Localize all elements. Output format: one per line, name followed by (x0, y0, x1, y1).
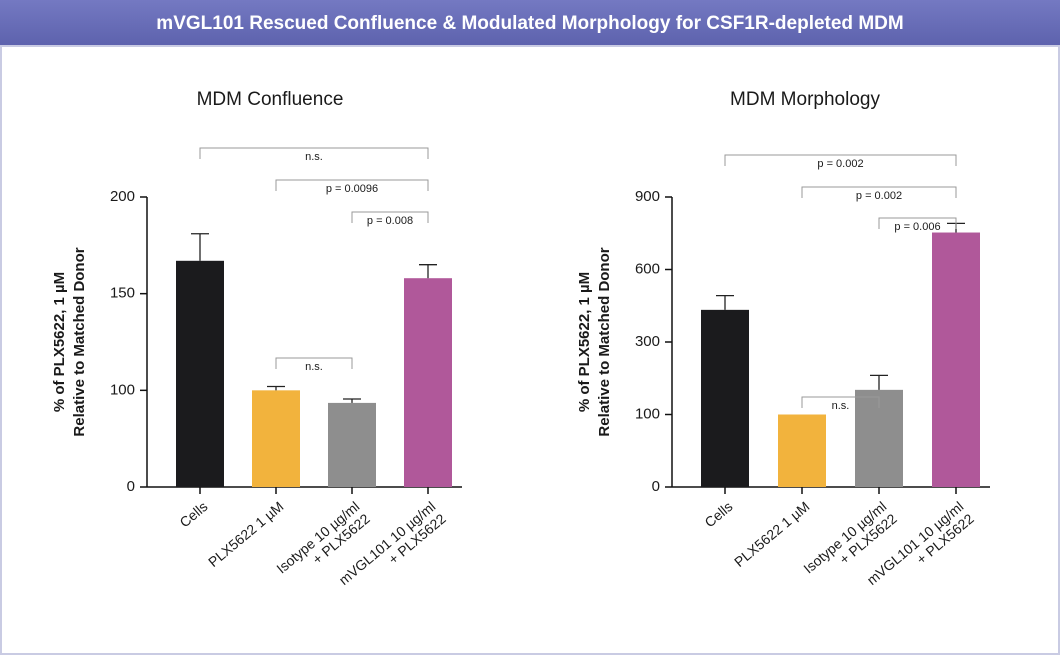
y-axis-label: Relative to Matched Donor (596, 247, 613, 436)
bar (404, 278, 452, 487)
bar (932, 232, 980, 487)
header-band (0, 0, 1060, 46)
significance-bracket (275, 357, 353, 369)
chart-title: MDM Confluence (197, 89, 344, 110)
significance-label: p = 0.0096 (326, 183, 378, 195)
error-bar (870, 374, 888, 390)
y-tick-label: 900 (635, 188, 660, 205)
y-tick-label: 0 (127, 478, 135, 495)
x-tick-label-line: Cells (176, 498, 210, 530)
bar (328, 402, 376, 487)
x-tick-label: PLX5622 1 µM (731, 498, 812, 570)
y-tick-label: 100 (110, 381, 135, 398)
significance-bracket (351, 211, 429, 223)
significance-bracket (199, 147, 429, 159)
error-bar (267, 385, 285, 391)
significance-label: n.s. (305, 151, 323, 163)
significance-bracket (724, 154, 957, 166)
y-tick-label: 100 (635, 405, 660, 422)
error-bar (191, 233, 209, 261)
y-tick-label: 300 (635, 333, 660, 350)
significance-label: p = 0.002 (817, 158, 863, 170)
significance-label: p = 0.006 (894, 221, 940, 233)
x-tick-label-line: Cells (701, 498, 735, 530)
error-bar (419, 264, 437, 279)
bar (176, 260, 224, 487)
y-tick-label: 0 (652, 478, 660, 495)
significance-label: n.s. (832, 400, 850, 412)
significance-bracket (878, 217, 957, 229)
bar (701, 309, 749, 487)
error-bar (716, 294, 734, 310)
chart-title: MDM Morphology (730, 89, 880, 110)
error-bar (343, 398, 361, 403)
significance-label: p = 0.002 (856, 190, 902, 202)
y-tick-label: 600 (635, 260, 660, 277)
panel-border (0, 45, 1060, 655)
x-tick-label: PLX5622 1 µM (205, 498, 286, 570)
significance-bracket (801, 186, 957, 198)
x-tick-label-line: PLX5622 1 µM (205, 498, 286, 570)
header-title: mVGL101 Rescued Confluence & Modulated M… (156, 13, 903, 34)
significance-label: n.s. (305, 361, 323, 373)
x-tick-label: Cells (701, 498, 735, 530)
y-tick-label: 200 (110, 188, 135, 205)
x-tick-label: Cells (176, 498, 210, 530)
y-tick-label: 150 (110, 285, 135, 302)
y-axis-label: Relative to Matched Donor (71, 247, 88, 436)
significance-label: p = 0.008 (367, 215, 413, 227)
bar (252, 390, 300, 487)
significance-bracket (801, 396, 880, 408)
x-tick-label-line: PLX5622 1 µM (731, 498, 812, 570)
significance-bracket (275, 179, 429, 191)
bar (778, 414, 826, 487)
y-axis-label: % of PLX5622, 1 µM (51, 272, 68, 412)
y-axis-label: % of PLX5622, 1 µM (576, 272, 593, 412)
